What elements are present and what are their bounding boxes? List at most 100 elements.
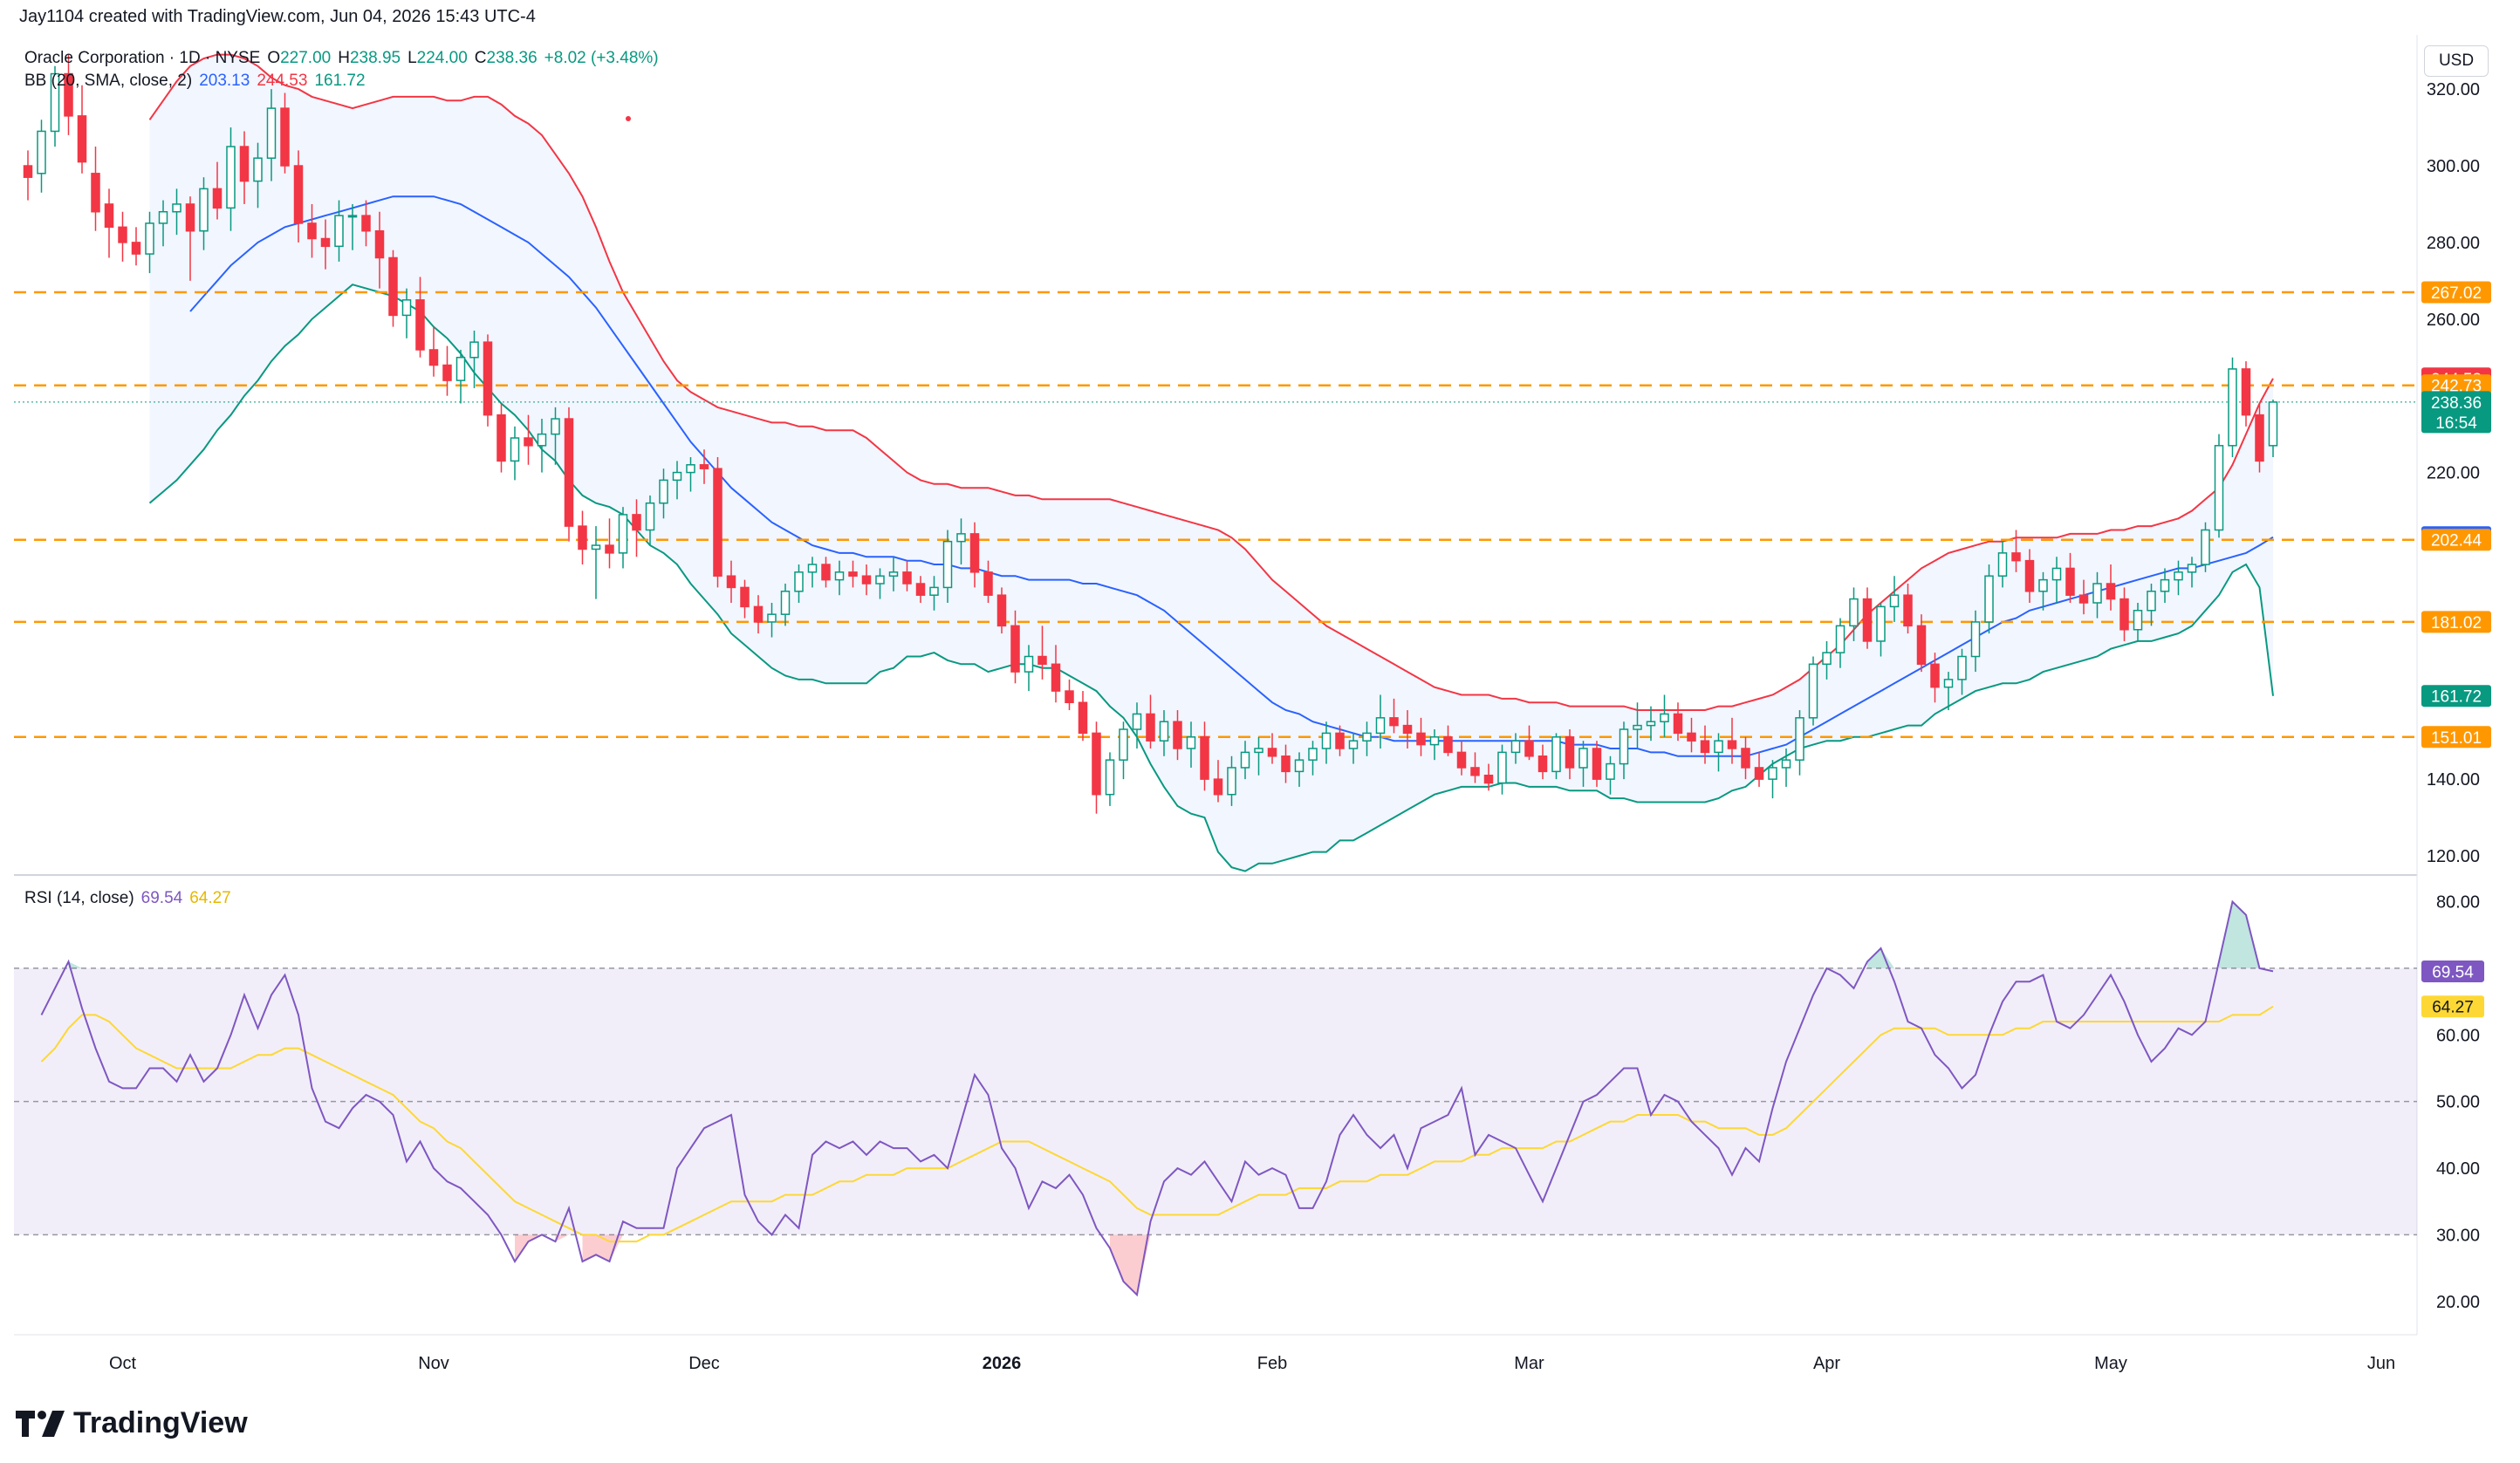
candle [510,426,520,481]
candle-body [469,341,479,359]
candle-body [1646,721,1656,727]
candle-body [483,341,493,416]
candle-body [1673,713,1683,735]
candle-body [1524,740,1534,757]
candle-body [104,203,114,229]
candle [253,142,263,209]
candle [1957,648,1967,695]
candle [455,349,466,404]
candle [1714,733,1723,772]
candle-body [1078,701,1088,735]
candle [2147,584,2156,626]
candle [2011,530,2021,572]
candle-body [2255,414,2264,462]
candle-body [496,414,506,462]
candle-body [1943,679,1954,688]
price-label-text: 267.02 [2431,284,2482,303]
candle [848,560,858,588]
candle-body [2106,583,2116,600]
candle [821,557,831,588]
candle-body [1754,767,1764,780]
candle [1619,721,1629,780]
candle-body [131,242,141,255]
price-label-bg [2421,281,2491,304]
candle [2024,549,2035,603]
candle [1822,640,1832,680]
candle-body [415,299,425,351]
price-tick-label: 120.00 [2427,847,2480,866]
candle [1240,741,1250,780]
candle [1321,721,1332,764]
candle-body [361,215,371,232]
rsi-tick-label: 60.00 [2436,1026,2480,1045]
candle [780,584,791,626]
candle [1835,618,1845,668]
candle-body [1700,740,1710,754]
candle [199,177,209,250]
candle-body [996,594,1007,627]
candle-body [1741,748,1750,769]
candle [1943,672,1954,711]
candle [1429,729,1440,761]
candle-body [442,364,452,381]
candle-body [1159,721,1169,742]
candle [1646,706,1656,742]
candle-body [374,229,385,259]
tradingview-logo-icon [16,1410,65,1437]
candle [77,85,87,174]
candle [1010,610,1020,684]
candle [374,211,385,289]
candle [2065,552,2075,603]
candle [145,211,154,274]
candle-body [2160,578,2170,592]
candle [1037,626,1047,680]
tradingview-logo[interactable]: TradingView [16,1406,248,1440]
candle-body [1565,736,1575,769]
candle [1984,564,1994,634]
candle [861,564,872,596]
rsi-ma-value: 64.27 [189,889,231,907]
time-tick-label: 2026 [983,1354,1022,1373]
candle [131,227,141,266]
candle-body [821,564,831,581]
candle [1335,725,1345,756]
bollinger-upper-value: 244.53 [257,72,308,90]
candle [2078,579,2089,615]
candle [1470,752,1480,783]
candle [280,92,290,174]
candle [1862,587,1873,649]
candle-body [578,525,587,550]
candle-body [1092,732,1101,796]
candle-body [834,571,845,581]
candle [1633,702,1642,749]
candle [1362,721,1372,756]
candle [1146,694,1155,749]
price-label-text: 151.01 [2431,729,2482,748]
candle [1741,736,1750,780]
candle-body [1470,767,1480,776]
candle-body [2147,591,2156,612]
candle [1578,741,1588,787]
price-pane[interactable] [14,53,2417,872]
candle [591,526,601,599]
candle [1416,717,1426,756]
rsi-pane[interactable] [14,899,2417,1297]
candle-body [753,605,764,623]
countdown-text: 16:54 [2435,414,2477,433]
candle-body [618,514,628,554]
candle-body [1010,625,1020,673]
candle [2214,434,2224,538]
candle-body [551,418,560,435]
candle [537,419,547,473]
candle [2160,568,2170,603]
candle-body [1186,736,1196,749]
candle-body [1687,732,1696,742]
candle-body [2092,583,2102,604]
candle [1551,733,1561,780]
price-tick-label: 320.00 [2427,80,2480,99]
currency-button[interactable]: USD [2424,45,2489,77]
candle [1159,710,1169,756]
candle [1808,656,1818,726]
candle [915,576,926,603]
